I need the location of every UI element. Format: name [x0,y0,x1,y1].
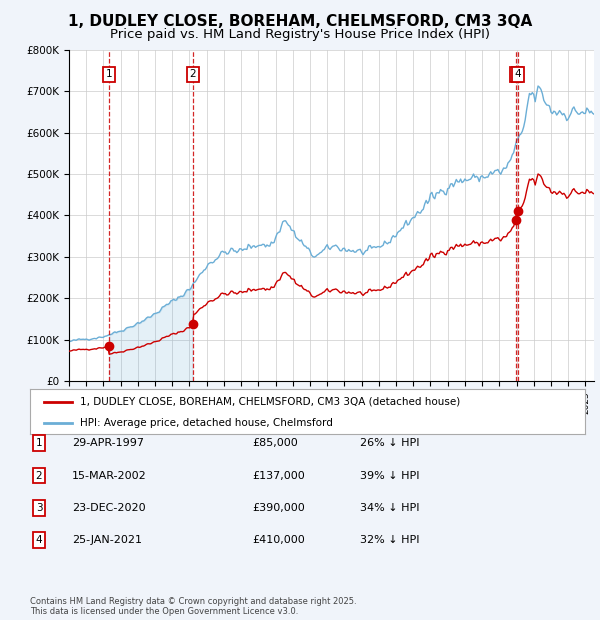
Text: 1: 1 [106,69,112,79]
Text: This data is licensed under the Open Government Licence v3.0.: This data is licensed under the Open Gov… [30,608,298,616]
Text: £85,000: £85,000 [252,438,298,448]
Text: 1, DUDLEY CLOSE, BOREHAM, CHELMSFORD, CM3 3QA: 1, DUDLEY CLOSE, BOREHAM, CHELMSFORD, CM… [68,14,532,29]
Text: 4: 4 [35,535,43,545]
Text: 15-MAR-2002: 15-MAR-2002 [72,471,147,480]
Text: 39% ↓ HPI: 39% ↓ HPI [360,471,419,480]
Text: 2: 2 [190,69,196,79]
Text: £137,000: £137,000 [252,471,305,480]
Text: £390,000: £390,000 [252,503,305,513]
Text: HPI: Average price, detached house, Chelmsford: HPI: Average price, detached house, Chel… [80,418,333,428]
Text: 1, DUDLEY CLOSE, BOREHAM, CHELMSFORD, CM3 3QA (detached house): 1, DUDLEY CLOSE, BOREHAM, CHELMSFORD, CM… [80,397,460,407]
Text: 32% ↓ HPI: 32% ↓ HPI [360,535,419,545]
Text: Price paid vs. HM Land Registry's House Price Index (HPI): Price paid vs. HM Land Registry's House … [110,28,490,40]
Text: 2: 2 [35,471,43,480]
Text: 3: 3 [35,503,43,513]
Text: 3: 3 [513,69,520,79]
Text: 4: 4 [514,69,521,79]
Text: 34% ↓ HPI: 34% ↓ HPI [360,503,419,513]
Text: 26% ↓ HPI: 26% ↓ HPI [360,438,419,448]
Text: 25-JAN-2021: 25-JAN-2021 [72,535,142,545]
Text: 1: 1 [35,438,43,448]
Text: 29-APR-1997: 29-APR-1997 [72,438,144,448]
Text: 23-DEC-2020: 23-DEC-2020 [72,503,146,513]
Text: £410,000: £410,000 [252,535,305,545]
Text: Contains HM Land Registry data © Crown copyright and database right 2025.: Contains HM Land Registry data © Crown c… [30,597,356,606]
